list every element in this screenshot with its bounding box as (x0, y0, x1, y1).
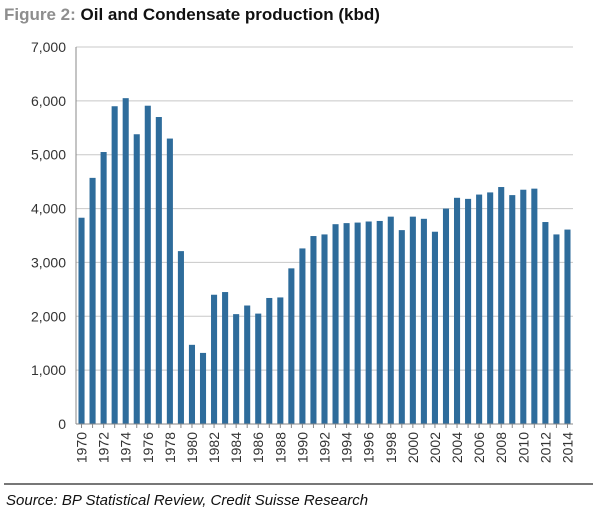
bar (277, 297, 284, 424)
bar (354, 222, 361, 424)
bar (487, 192, 494, 424)
bar (233, 314, 240, 424)
x-tick-label: 2014 (559, 432, 575, 463)
bar (133, 134, 140, 424)
bar (409, 216, 416, 424)
figure-number: Figure 2: (4, 5, 76, 24)
bar (465, 198, 472, 424)
bar (100, 152, 107, 424)
chart-title: Oil and Condensate production (kbd) (80, 5, 380, 24)
x-tick-label: 1974 (118, 432, 134, 463)
bar (431, 231, 438, 424)
source-note: Source: BP Statistical Review, Credit Su… (6, 492, 369, 509)
x-tick-label: 1994 (339, 432, 355, 463)
x-tick-label: 1970 (74, 432, 90, 463)
bar (520, 189, 527, 424)
bar (111, 106, 118, 424)
x-tick-label: 2000 (405, 432, 421, 463)
x-tick-label: 1980 (184, 432, 200, 463)
bar (188, 344, 196, 424)
bar (89, 177, 96, 424)
x-tick-label: 1986 (250, 432, 266, 463)
bar (211, 294, 218, 424)
bar (255, 313, 262, 424)
y-tick-label: 2,000 (31, 308, 66, 324)
y-tick-label: 3,000 (31, 254, 66, 270)
x-tick-label: 1992 (317, 432, 333, 463)
x-tick-label: 2012 (537, 432, 553, 463)
bar (166, 138, 173, 425)
figure-title: Figure 2: Oil and Condensate production … (4, 5, 380, 25)
x-tick-label: 1982 (206, 432, 222, 463)
bar (244, 305, 251, 424)
bar (498, 187, 505, 424)
bar (387, 216, 394, 424)
bar (531, 188, 538, 424)
x-tick-label: 1990 (294, 432, 310, 463)
y-tick-label: 0 (58, 416, 66, 432)
bar (299, 248, 306, 424)
bar (476, 194, 483, 424)
x-tick-label: 1978 (162, 432, 178, 463)
bar (78, 217, 85, 424)
y-tick-label: 7,000 (31, 39, 66, 55)
bar (553, 234, 560, 424)
bar (199, 352, 207, 424)
bar (453, 197, 461, 424)
bar (222, 292, 229, 424)
bar (177, 251, 184, 424)
x-tick-label: 1984 (228, 432, 244, 463)
bar (365, 221, 372, 424)
x-tick-label: 2006 (471, 432, 487, 463)
y-tick-label: 4,000 (31, 201, 66, 217)
x-tick-label: 2010 (515, 432, 531, 463)
bar (420, 218, 427, 424)
y-tick-label: 6,000 (31, 93, 66, 109)
bar (398, 230, 405, 424)
bar (288, 268, 295, 424)
footer-divider (4, 483, 593, 485)
bar (542, 222, 549, 424)
x-tick-label: 2004 (449, 432, 465, 463)
x-tick-label: 2002 (427, 432, 443, 463)
bar (155, 117, 162, 424)
bar (144, 105, 151, 424)
y-tick-label: 5,000 (31, 147, 66, 163)
x-tick-label: 1972 (96, 432, 112, 463)
y-tick-label: 1,000 (31, 362, 66, 378)
bar (343, 223, 350, 424)
x-tick-label: 2008 (493, 432, 509, 463)
x-tick-label: 1988 (272, 432, 288, 463)
bar (321, 234, 328, 424)
bar (332, 224, 339, 424)
x-tick-label: 1996 (361, 432, 377, 463)
bar (310, 236, 317, 424)
bar (509, 195, 516, 424)
bar (376, 220, 383, 424)
bar (266, 297, 273, 424)
bar (122, 98, 129, 425)
bar (564, 229, 571, 424)
x-tick-label: 1976 (140, 432, 156, 463)
bar (442, 208, 450, 424)
x-tick-label: 1998 (383, 432, 399, 463)
